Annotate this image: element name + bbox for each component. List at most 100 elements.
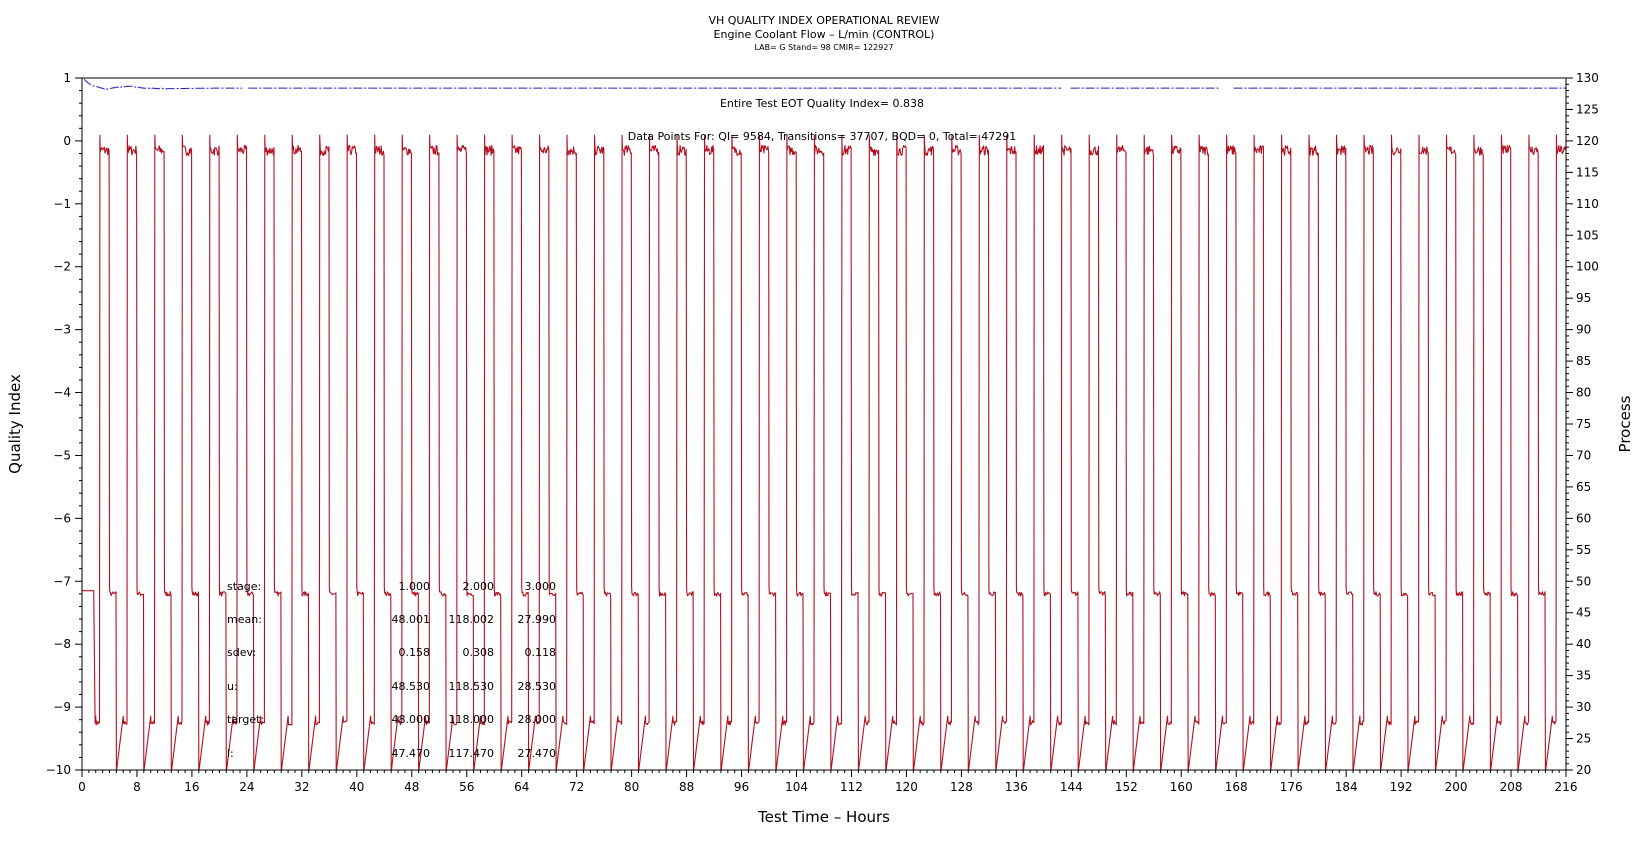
y2-tick-label: 75: [1576, 417, 1591, 431]
x-tick-label: 208: [1500, 780, 1523, 794]
x-tick-label: 88: [679, 780, 694, 794]
y-tick-label: −5: [53, 448, 71, 462]
y2-tick-label: 115: [1576, 165, 1599, 179]
y-tick-label: −1: [53, 197, 71, 211]
stats-row-label: u:: [227, 680, 238, 693]
stats-table: stage: 1.000 2.000 3.000 mean: 48.001 118.002 2…: [227, 580, 556, 760]
y2-tick-label: 130: [1576, 71, 1599, 85]
y-tick-label: −2: [53, 260, 71, 274]
y2-tick-label: 65: [1576, 480, 1591, 494]
x-tick-label: 48: [404, 780, 419, 794]
y-tick-label: −4: [53, 386, 71, 400]
y2-tick-label: 105: [1576, 228, 1599, 242]
quality-index-annotation: Entire Test EOT Quality Index= 0.838: [720, 97, 924, 110]
chart-title: VH QUALITY INDEX OPERATIONAL REVIEW: [708, 14, 940, 27]
stats-cell: 118.002: [449, 613, 495, 626]
chart-info: LAB= G Stand= 98 CMIR= 122927: [754, 43, 894, 52]
data-points-annotation: Data Points For: QI= 9584, Transitions= …: [628, 130, 1017, 143]
quality-index-layer: [83, 78, 1566, 91]
x-tick-label: 16: [184, 780, 199, 794]
stats-cell: 2.000: [463, 580, 495, 593]
y2-tick-label: 85: [1576, 354, 1591, 368]
x-tick-label: 8: [133, 780, 141, 794]
stats-row-label: mean:: [227, 613, 262, 626]
stats-cell: 0.158: [399, 646, 431, 659]
y2-axis-label: Process: [1616, 395, 1634, 452]
y-tick-label: 1: [63, 71, 71, 85]
y2-tick-label: 30: [1576, 700, 1591, 714]
stats-cell: 27.470: [518, 747, 557, 760]
y2-tick-label: 45: [1576, 606, 1591, 620]
y-tick-label: −8: [53, 637, 71, 651]
chart-subtitle: Engine Coolant Flow – L/min (CONTROL): [713, 28, 935, 41]
stats-cell: 118.530: [449, 680, 495, 693]
x-tick-label: 64: [514, 780, 529, 794]
x-tick-label: 128: [950, 780, 973, 794]
x-tick-label: 80: [624, 780, 639, 794]
y2-tick-label: 35: [1576, 669, 1591, 683]
stats-cell: 48.530: [392, 680, 431, 693]
stats-cell: 47.470: [392, 747, 431, 760]
y2-tick-label: 70: [1576, 448, 1591, 462]
y2-tick-label: 120: [1576, 134, 1599, 148]
axes-layer: 0 8 16 24 32 40 48 56 64 72 80 88 96 104 112 120 128 136 1…: [46, 71, 1599, 794]
y2-tick-label: 90: [1576, 323, 1591, 337]
x-tick-label: 96: [734, 780, 749, 794]
x-tick-label: 184: [1335, 780, 1358, 794]
y-tick-label: −7: [53, 574, 71, 588]
x-tick-label: 192: [1390, 780, 1413, 794]
stats-row-label: target:: [227, 713, 264, 726]
stats-cell: 28.530: [518, 680, 557, 693]
process-line: [82, 134, 1567, 771]
x-tick-label: 40: [349, 780, 364, 794]
quality-index-line: [83, 78, 243, 91]
stats-row-label: sdev:: [227, 646, 256, 659]
x-tick-label: 32: [294, 780, 309, 794]
x-tick-label: 216: [1555, 780, 1578, 794]
x-tick-label: 160: [1170, 780, 1193, 794]
y2-tick-label: 20: [1576, 763, 1591, 777]
y-axis-label: Quality Index: [6, 374, 24, 474]
x-tick-label: 0: [78, 780, 86, 794]
y-tick-label: −10: [46, 763, 71, 777]
stats-cell: 28.000: [518, 713, 557, 726]
x-tick-label: 72: [569, 780, 584, 794]
x-tick-label: 168: [1225, 780, 1248, 794]
stats-cell: 27.990: [518, 613, 557, 626]
y-tick-label: 0: [63, 134, 71, 148]
stats-cell: 117.470: [449, 747, 495, 760]
y2-tick-label: 25: [1576, 732, 1591, 746]
y2-tick-label: 100: [1576, 260, 1599, 274]
x-axis-label: Test Time – Hours: [757, 808, 890, 826]
y2-tick-label: 110: [1576, 197, 1599, 211]
y2-tick-label: 60: [1576, 511, 1591, 525]
x-tick-label: 136: [1005, 780, 1028, 794]
stats-cell: 3.000: [525, 580, 557, 593]
stats-cell: 1.000: [399, 580, 431, 593]
y2-tick-label: 40: [1576, 637, 1591, 651]
y2-tick-label: 95: [1576, 291, 1591, 305]
y2-tick-label: 80: [1576, 386, 1591, 400]
x-tick-label: 104: [785, 780, 808, 794]
stats-cell: 48.001: [392, 613, 431, 626]
stats-cell: 48.000: [392, 713, 431, 726]
stats-cell: 0.118: [525, 646, 557, 659]
x-tick-label: 144: [1060, 780, 1083, 794]
y-tick-label: −3: [53, 323, 71, 337]
x-tick-label: 112: [840, 780, 863, 794]
y2-tick-label: 125: [1576, 102, 1599, 116]
y2-tick-label: 50: [1576, 574, 1591, 588]
x-tick-label: 24: [239, 780, 254, 794]
stats-row-label: stage:: [227, 580, 261, 593]
process-layer: [82, 134, 1567, 771]
y2-tick-label: 55: [1576, 543, 1591, 557]
x-tick-label: 56: [459, 780, 474, 794]
x-tick-label: 152: [1115, 780, 1138, 794]
stats-cell: 0.308: [463, 646, 495, 659]
y-tick-label: −6: [53, 511, 71, 525]
stats-cell: 118.000: [449, 713, 495, 726]
stats-row-label: l:: [227, 747, 234, 760]
x-tick-label: 176: [1280, 780, 1303, 794]
y-tick-label: −9: [53, 700, 71, 714]
